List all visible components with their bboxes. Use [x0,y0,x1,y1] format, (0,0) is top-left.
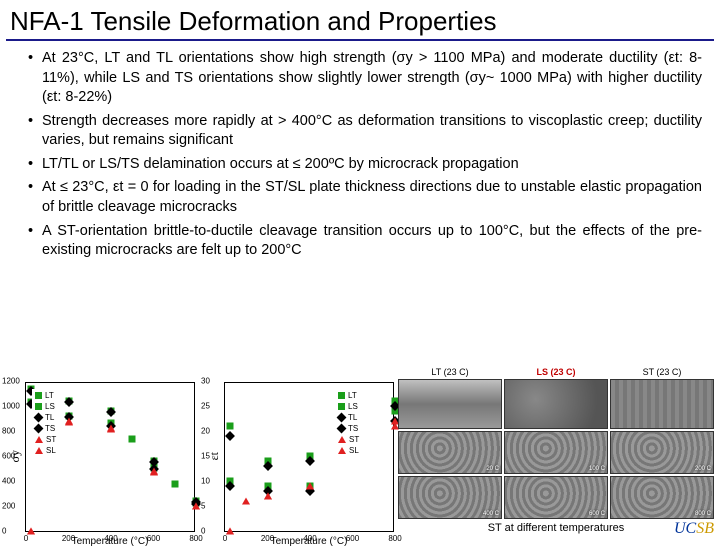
data-point [192,503,200,510]
charts-and-images-row: σy Temperature (°C) 02004006008000200400… [6,379,714,534]
chart-et: Temperature (°C) 02004006008000510152025… [224,382,394,532]
fracture-image: LS (23 C) [504,379,608,429]
st-grid: 20 C100 C200 C 400 C600 C800 C [398,431,714,519]
st-fracture-image: 600 C [504,476,608,519]
bullet-list: At 23°C, LT and TL orientations show hig… [0,47,720,261]
data-point [65,418,73,425]
bullet-item: A ST-orientation brittle-to-ductile clea… [28,222,702,261]
fracture-image: LT (23 C) [398,379,502,429]
data-point [242,497,250,504]
data-point [107,426,115,433]
st-fracture-image: 100 C [504,431,608,474]
data-point [150,468,158,475]
st-fracture-image: 800 C [610,476,714,519]
st-fracture-image: 200 C [610,431,714,474]
data-point [306,482,314,489]
fracture-image: ST (23 C) [610,379,714,429]
chart-sy: Temperature (°C) 02004006008000200400600… [25,382,195,532]
bullet-item: LT/TL or LS/TS delamination occurs at ≤ … [28,155,702,175]
fracture-top-row: LT (23 C)LS (23 C)ST (23 C) [398,379,714,429]
data-point [171,481,178,488]
title-underline [6,39,714,41]
bullet-item: At 23°C, LT and TL orientations show hig… [28,49,702,108]
page-title: NFA-1 Tensile Deformation and Properties [0,0,720,39]
st-fracture-image: 20 C [398,431,502,474]
ucsb-uc: UC [674,520,696,537]
data-point [129,436,136,443]
data-point [264,492,272,499]
data-point [225,431,235,441]
bullet-item: At ≤ 23°C, εt = 0 for loading in the ST/… [28,178,702,217]
fracture-images-column: LT (23 C)LS (23 C)ST (23 C) 20 C100 C200… [394,379,714,534]
ucsb-logo: UCSB [674,520,714,538]
st-caption: ST at different temperatures [398,522,714,534]
ucsb-sb: SB [696,520,714,537]
chart-sy-wrap: σy Temperature (°C) 02004006008000200400… [6,379,195,534]
bullet-item: Strength decreases more rapidly at > 400… [28,112,702,151]
data-point [226,422,233,429]
chart-et-wrap: εt Temperature (°C) 02004006008000510152… [205,379,394,534]
st-fracture-image: 400 C [398,476,502,519]
